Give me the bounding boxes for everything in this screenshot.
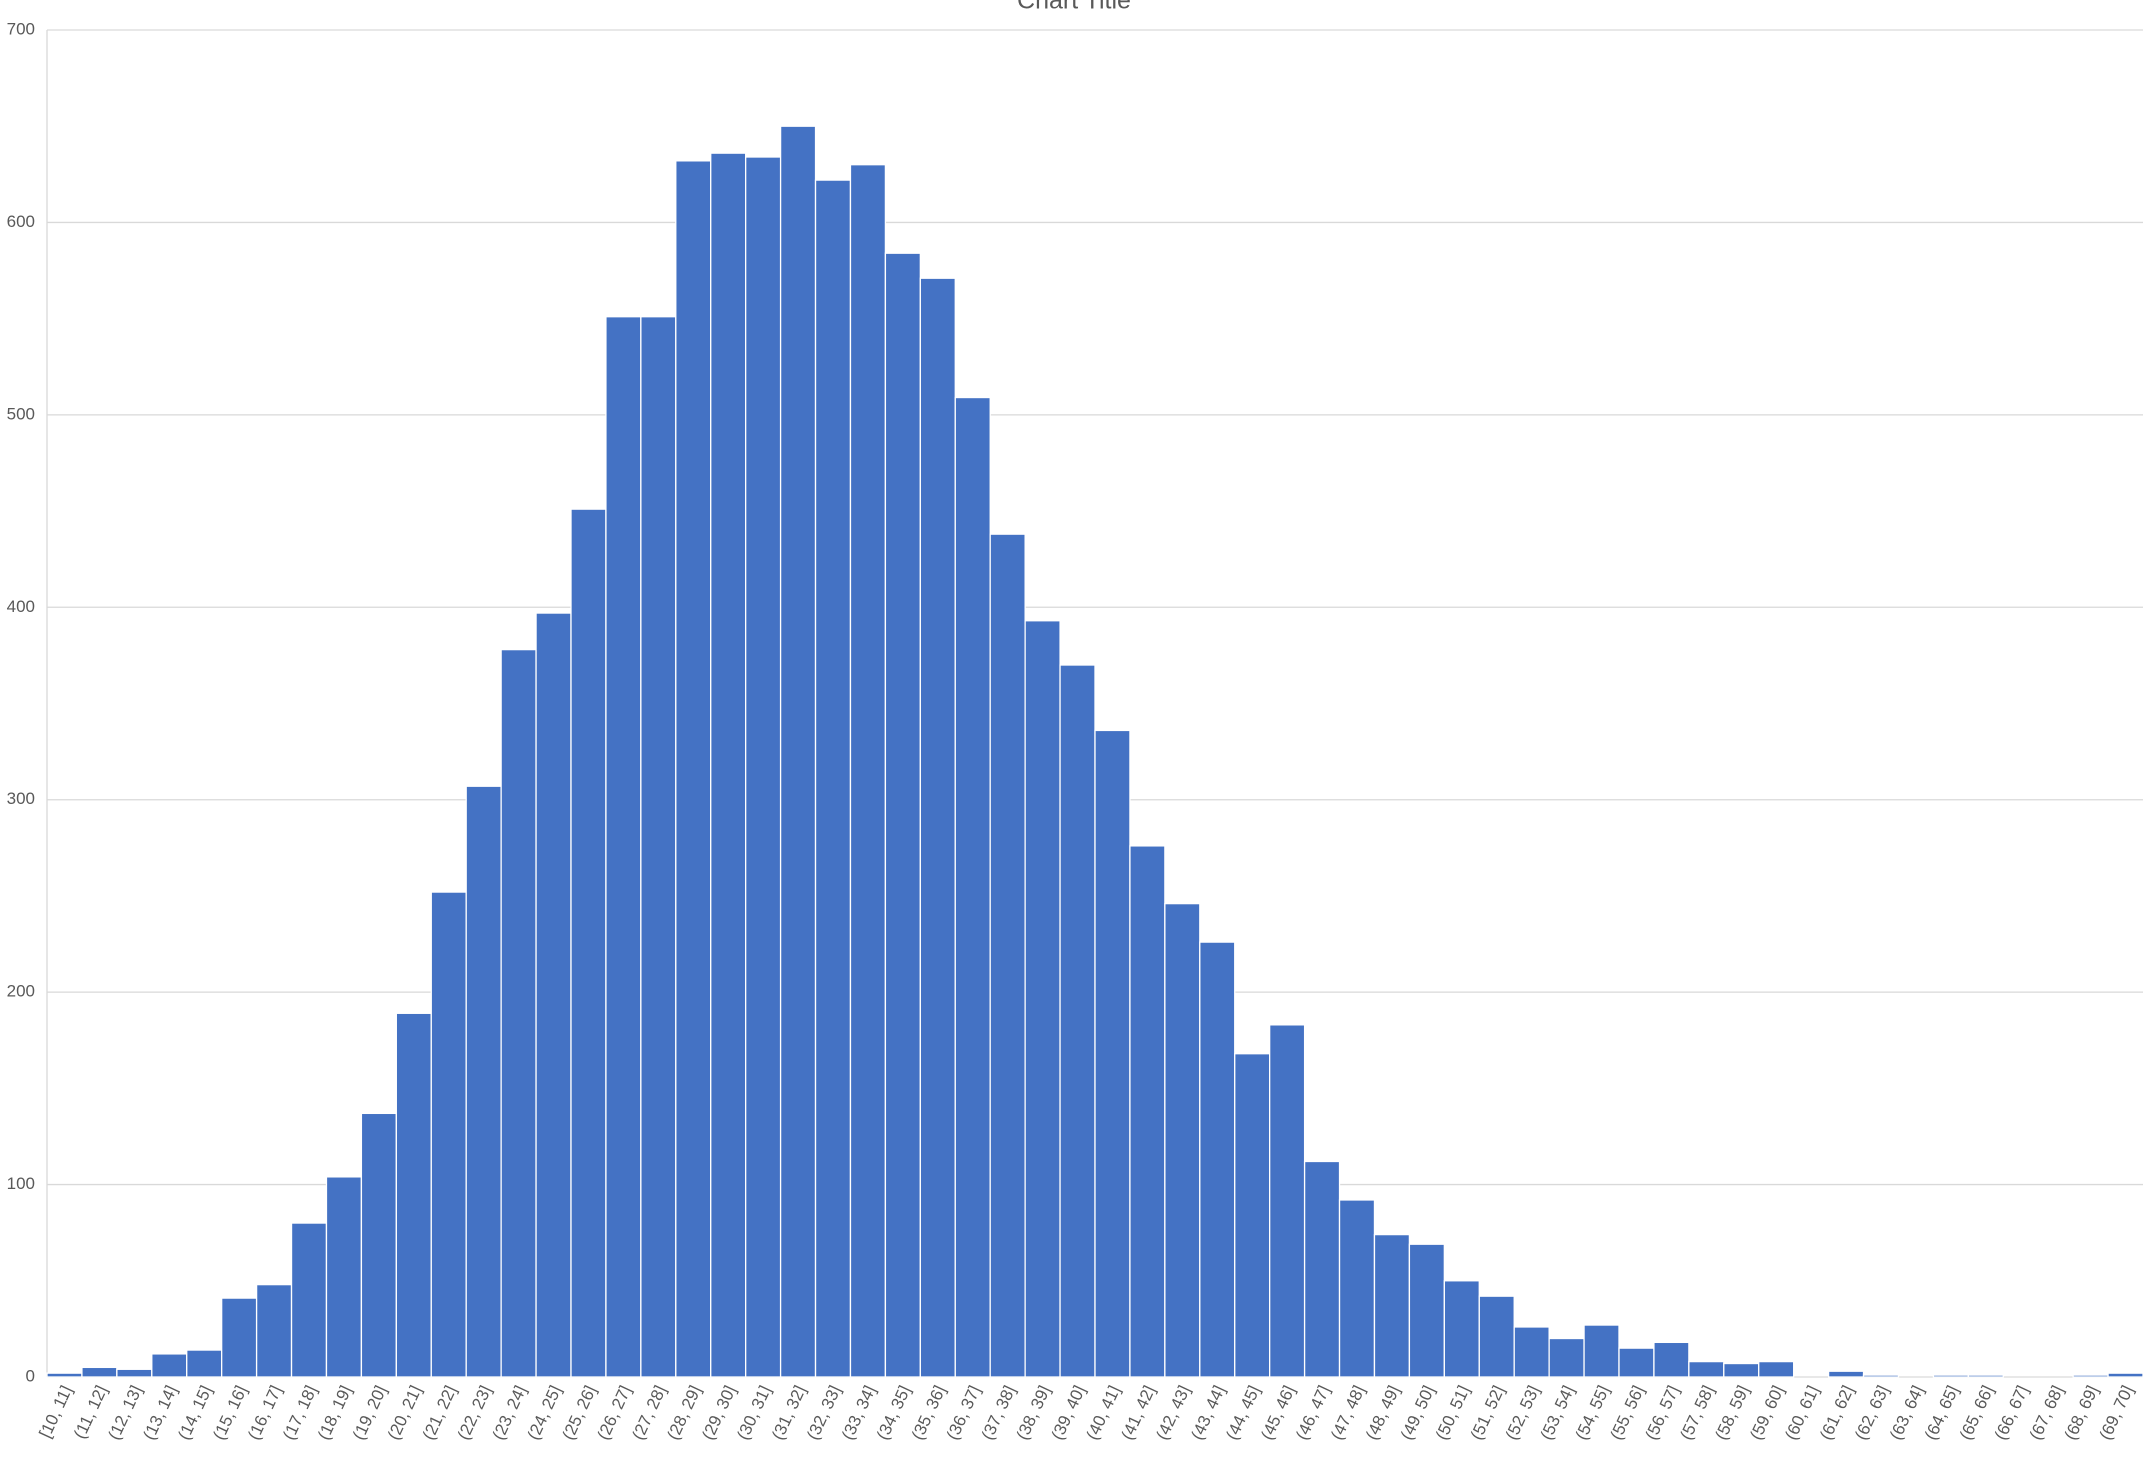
bar [255, 1283, 293, 1378]
bar [1967, 1374, 2004, 1378]
bar [919, 277, 956, 1378]
bar [1408, 1243, 1445, 1378]
y-tick-label: 0 [26, 1366, 35, 1385]
bar [2072, 1374, 2109, 1378]
bar [1688, 1360, 1725, 1378]
y-tick-label: 600 [7, 212, 35, 231]
bar [1234, 1053, 1271, 1378]
bar [675, 160, 712, 1378]
bar [989, 533, 1026, 1378]
bar [1338, 1199, 1376, 1378]
y-tick-label: 300 [7, 789, 35, 808]
bar [1723, 1362, 1760, 1378]
y-tick-label: 100 [7, 1174, 35, 1193]
bar [81, 1366, 118, 1378]
bar [1583, 1324, 1620, 1378]
bar [500, 648, 537, 1378]
bar [1758, 1360, 1795, 1378]
bar [1199, 941, 1236, 1378]
bar [1443, 1280, 1480, 1378]
x-tick-label: (69, 70] [2096, 1383, 2138, 1443]
chart-title: Chart Title [1017, 0, 1131, 15]
bar [290, 1222, 328, 1378]
bar [465, 785, 502, 1378]
bar [605, 316, 642, 1378]
y-tick-label: 700 [7, 19, 35, 38]
bar [1653, 1341, 1690, 1378]
bar [535, 612, 572, 1378]
bar [2107, 1372, 2144, 1378]
bar [1618, 1347, 1655, 1378]
bar [1478, 1295, 1515, 1378]
bar [1827, 1370, 1865, 1378]
bar [1024, 620, 1061, 1378]
bar [884, 252, 921, 1378]
bar [954, 396, 991, 1378]
bar [151, 1353, 188, 1378]
bar [1862, 1374, 1900, 1378]
bar [779, 125, 817, 1378]
bar [570, 508, 607, 1378]
bar [1129, 845, 1166, 1378]
bar [1059, 664, 1096, 1378]
bar [849, 164, 887, 1378]
bar [745, 156, 782, 1378]
bar [1094, 729, 1131, 1378]
bar [325, 1176, 363, 1378]
y-tick-label: 500 [7, 404, 35, 423]
bar [360, 1112, 397, 1378]
bar [814, 179, 852, 1378]
bar [186, 1349, 223, 1378]
bar [1548, 1337, 1585, 1378]
bar [1303, 1160, 1341, 1378]
bar [1932, 1374, 1969, 1378]
bar [1269, 1024, 1306, 1378]
bar [1164, 902, 1201, 1378]
bar [46, 1372, 83, 1378]
bar [395, 1012, 432, 1378]
bar [430, 891, 467, 1378]
y-tick-label: 400 [7, 597, 35, 616]
bar [710, 152, 747, 1378]
bar [640, 316, 677, 1378]
bar [1513, 1326, 1550, 1378]
bar [116, 1368, 153, 1378]
bar [221, 1297, 258, 1378]
y-tick-label: 200 [7, 982, 35, 1001]
bar [1373, 1233, 1411, 1378]
